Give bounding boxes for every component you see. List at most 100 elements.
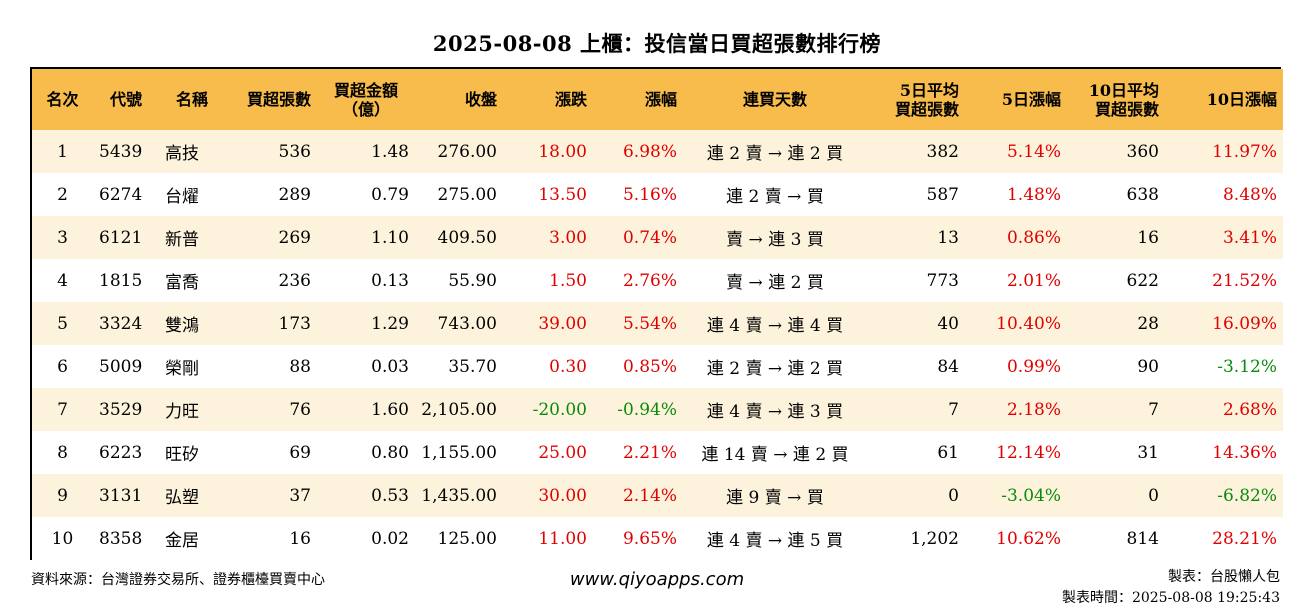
header-rank: 名次 xyxy=(46,90,79,109)
cell-code: 3324 xyxy=(99,313,143,334)
header-avg10: 10日平均 買超張數 xyxy=(1067,69,1165,130)
cell-rank: 9 xyxy=(57,485,68,506)
header-avg5-line2: 買超張數 xyxy=(894,99,959,119)
cell-name: 台燿 xyxy=(165,187,199,207)
cell-amount: 0.80 xyxy=(371,442,409,463)
cell-pct5: 2.01% xyxy=(1006,270,1061,291)
cell-close: 2,105.00 xyxy=(421,399,497,420)
cell-name: 弘塑 xyxy=(165,488,199,508)
table-row: 4 1815 富喬 236 0.13 55.90 1.50 2.76% 賣 → 連 2 買 773… xyxy=(32,259,1283,302)
cell-avg5: 382 xyxy=(926,141,959,162)
cell-amount: 1.60 xyxy=(371,399,409,420)
cell-name: 榮剛 xyxy=(165,359,199,379)
cell-net-buy-lots: 289 xyxy=(278,184,311,205)
cell-pct: 0.74% xyxy=(622,227,677,248)
cell-pct5: 1.48% xyxy=(1006,184,1061,205)
cell-change: 0.30 xyxy=(549,356,587,377)
header-pct5: 5日漲幅 xyxy=(1001,90,1061,109)
cell-streak: 連 14 賣 → 連 2 買 xyxy=(701,445,849,465)
cell-rank: 3 xyxy=(57,227,68,248)
header-amount-line1: 買超金額 xyxy=(333,80,398,100)
cell-avg10: 638 xyxy=(1126,184,1159,205)
maker-label: 製表：台股懶人包 xyxy=(1168,569,1280,585)
cell-streak: 連 4 賣 → 連 3 買 xyxy=(706,402,844,422)
cell-streak: 連 4 賣 → 連 5 買 xyxy=(706,531,844,551)
cell-code: 1815 xyxy=(99,270,143,291)
website-link[interactable]: www.qiyoapps.com xyxy=(569,569,745,590)
cell-amount: 1.10 xyxy=(371,227,409,248)
cell-pct: 0.85% xyxy=(622,356,677,377)
cell-avg10: 90 xyxy=(1137,356,1159,377)
cell-code: 8358 xyxy=(99,528,143,549)
cell-rank: 4 xyxy=(57,270,68,291)
table-row: 8 6223 旺矽 69 0.80 1,155.00 25.00 2.21% 連 14 賣 → … xyxy=(32,431,1283,474)
ranking-table-container: 名次 代號 名稱 買超張數 買超金額 （億） 收盤 漲跌 漲幅 連買天數 5日平… xyxy=(30,67,1283,560)
header-pct10: 10日漲幅 xyxy=(1206,90,1277,109)
cell-avg5: 7 xyxy=(948,399,959,420)
made-time-label: 製表時間：2025-08-08 19:25:43 xyxy=(1061,590,1280,606)
cell-net-buy-lots: 16 xyxy=(289,528,311,549)
cell-close: 275.00 xyxy=(437,184,497,205)
cell-rank: 2 xyxy=(57,184,68,205)
table-row: 9 3131 弘塑 37 0.53 1,435.00 30.00 2.14% 連 9 賣 → 買… xyxy=(32,474,1283,517)
cell-pct5: 12.14% xyxy=(996,442,1061,463)
cell-rank: 6 xyxy=(57,356,68,377)
cell-change: 11.00 xyxy=(538,528,587,549)
cell-amount: 0.03 xyxy=(371,356,409,377)
cell-pct10: 28.21% xyxy=(1212,528,1277,549)
cell-code: 3131 xyxy=(99,485,143,506)
cell-avg10: 0 xyxy=(1148,485,1159,506)
cell-pct10: 16.09% xyxy=(1212,313,1277,334)
cell-close: 1,155.00 xyxy=(421,442,497,463)
cell-avg5: 773 xyxy=(926,270,959,291)
cell-pct: 2.21% xyxy=(622,442,677,463)
cell-streak: 連 2 賣 → 買 xyxy=(726,187,824,207)
cell-avg5: 0 xyxy=(948,485,959,506)
cell-avg5: 40 xyxy=(937,313,959,334)
table-row: 1 5439 高技 536 1.48 276.00 18.00 6.98% 連 2 賣 → 連 … xyxy=(32,130,1283,173)
cell-name: 新普 xyxy=(165,230,199,250)
cell-streak: 連 2 賣 → 連 2 買 xyxy=(706,144,844,164)
cell-change: -20.00 xyxy=(532,399,587,420)
cell-avg10: 622 xyxy=(1126,270,1159,291)
table-row: 5 3324 雙鴻 173 1.29 743.00 39.00 5.54% 連 4 賣 → 連 … xyxy=(32,302,1283,345)
cell-name: 力旺 xyxy=(165,402,199,422)
cell-name: 旺矽 xyxy=(165,445,199,465)
cell-avg10: 7 xyxy=(1148,399,1159,420)
cell-net-buy-lots: 536 xyxy=(278,141,311,162)
cell-avg5: 13 xyxy=(937,227,959,248)
header-code: 代號 xyxy=(109,90,142,109)
cell-close: 55.90 xyxy=(448,270,497,291)
cell-amount: 0.53 xyxy=(371,485,409,506)
cell-streak: 連 2 賣 → 連 2 買 xyxy=(706,359,844,379)
cell-avg10: 28 xyxy=(1137,313,1159,334)
cell-pct10: 21.52% xyxy=(1212,270,1277,291)
cell-code: 6121 xyxy=(99,227,143,248)
cell-pct: 9.65% xyxy=(622,528,677,549)
cell-rank: 10 xyxy=(51,528,74,549)
header-name: 名稱 xyxy=(175,90,208,109)
cell-net-buy-lots: 76 xyxy=(289,399,311,420)
header-amount-line2: （億） xyxy=(341,99,390,119)
cell-pct10: 2.68% xyxy=(1222,399,1277,420)
cell-avg10: 16 xyxy=(1137,227,1159,248)
cell-net-buy-lots: 236 xyxy=(278,270,311,291)
cell-pct10: 8.48% xyxy=(1222,184,1277,205)
header-avg10-line2: 買超張數 xyxy=(1094,99,1159,119)
cell-rank: 8 xyxy=(57,442,68,463)
cell-change: 18.00 xyxy=(538,141,587,162)
header-avg5: 5日平均 買超張數 xyxy=(867,69,965,130)
cell-pct10: 3.41% xyxy=(1222,227,1277,248)
header-pct: 漲幅 xyxy=(644,90,677,109)
cell-rank: 5 xyxy=(57,313,68,334)
cell-pct5: 0.99% xyxy=(1006,356,1061,377)
table-header: 名次 代號 名稱 買超張數 買超金額 （億） 收盤 漲跌 漲幅 連買天數 5日平… xyxy=(32,69,1283,130)
cell-amount: 0.79 xyxy=(371,184,409,205)
cell-code: 3529 xyxy=(99,399,143,420)
cell-change: 13.50 xyxy=(538,184,587,205)
cell-close: 409.50 xyxy=(437,227,497,248)
table-row: 2 6274 台燿 289 0.79 275.00 13.50 5.16% 連 2 賣 → 買 5… xyxy=(32,173,1283,216)
cell-change: 1.50 xyxy=(549,270,587,291)
table-row: 6 5009 榮剛 88 0.03 35.70 0.30 0.85% 連 2 賣 → 連 2 買… xyxy=(32,345,1283,388)
cell-avg10: 814 xyxy=(1126,528,1159,549)
